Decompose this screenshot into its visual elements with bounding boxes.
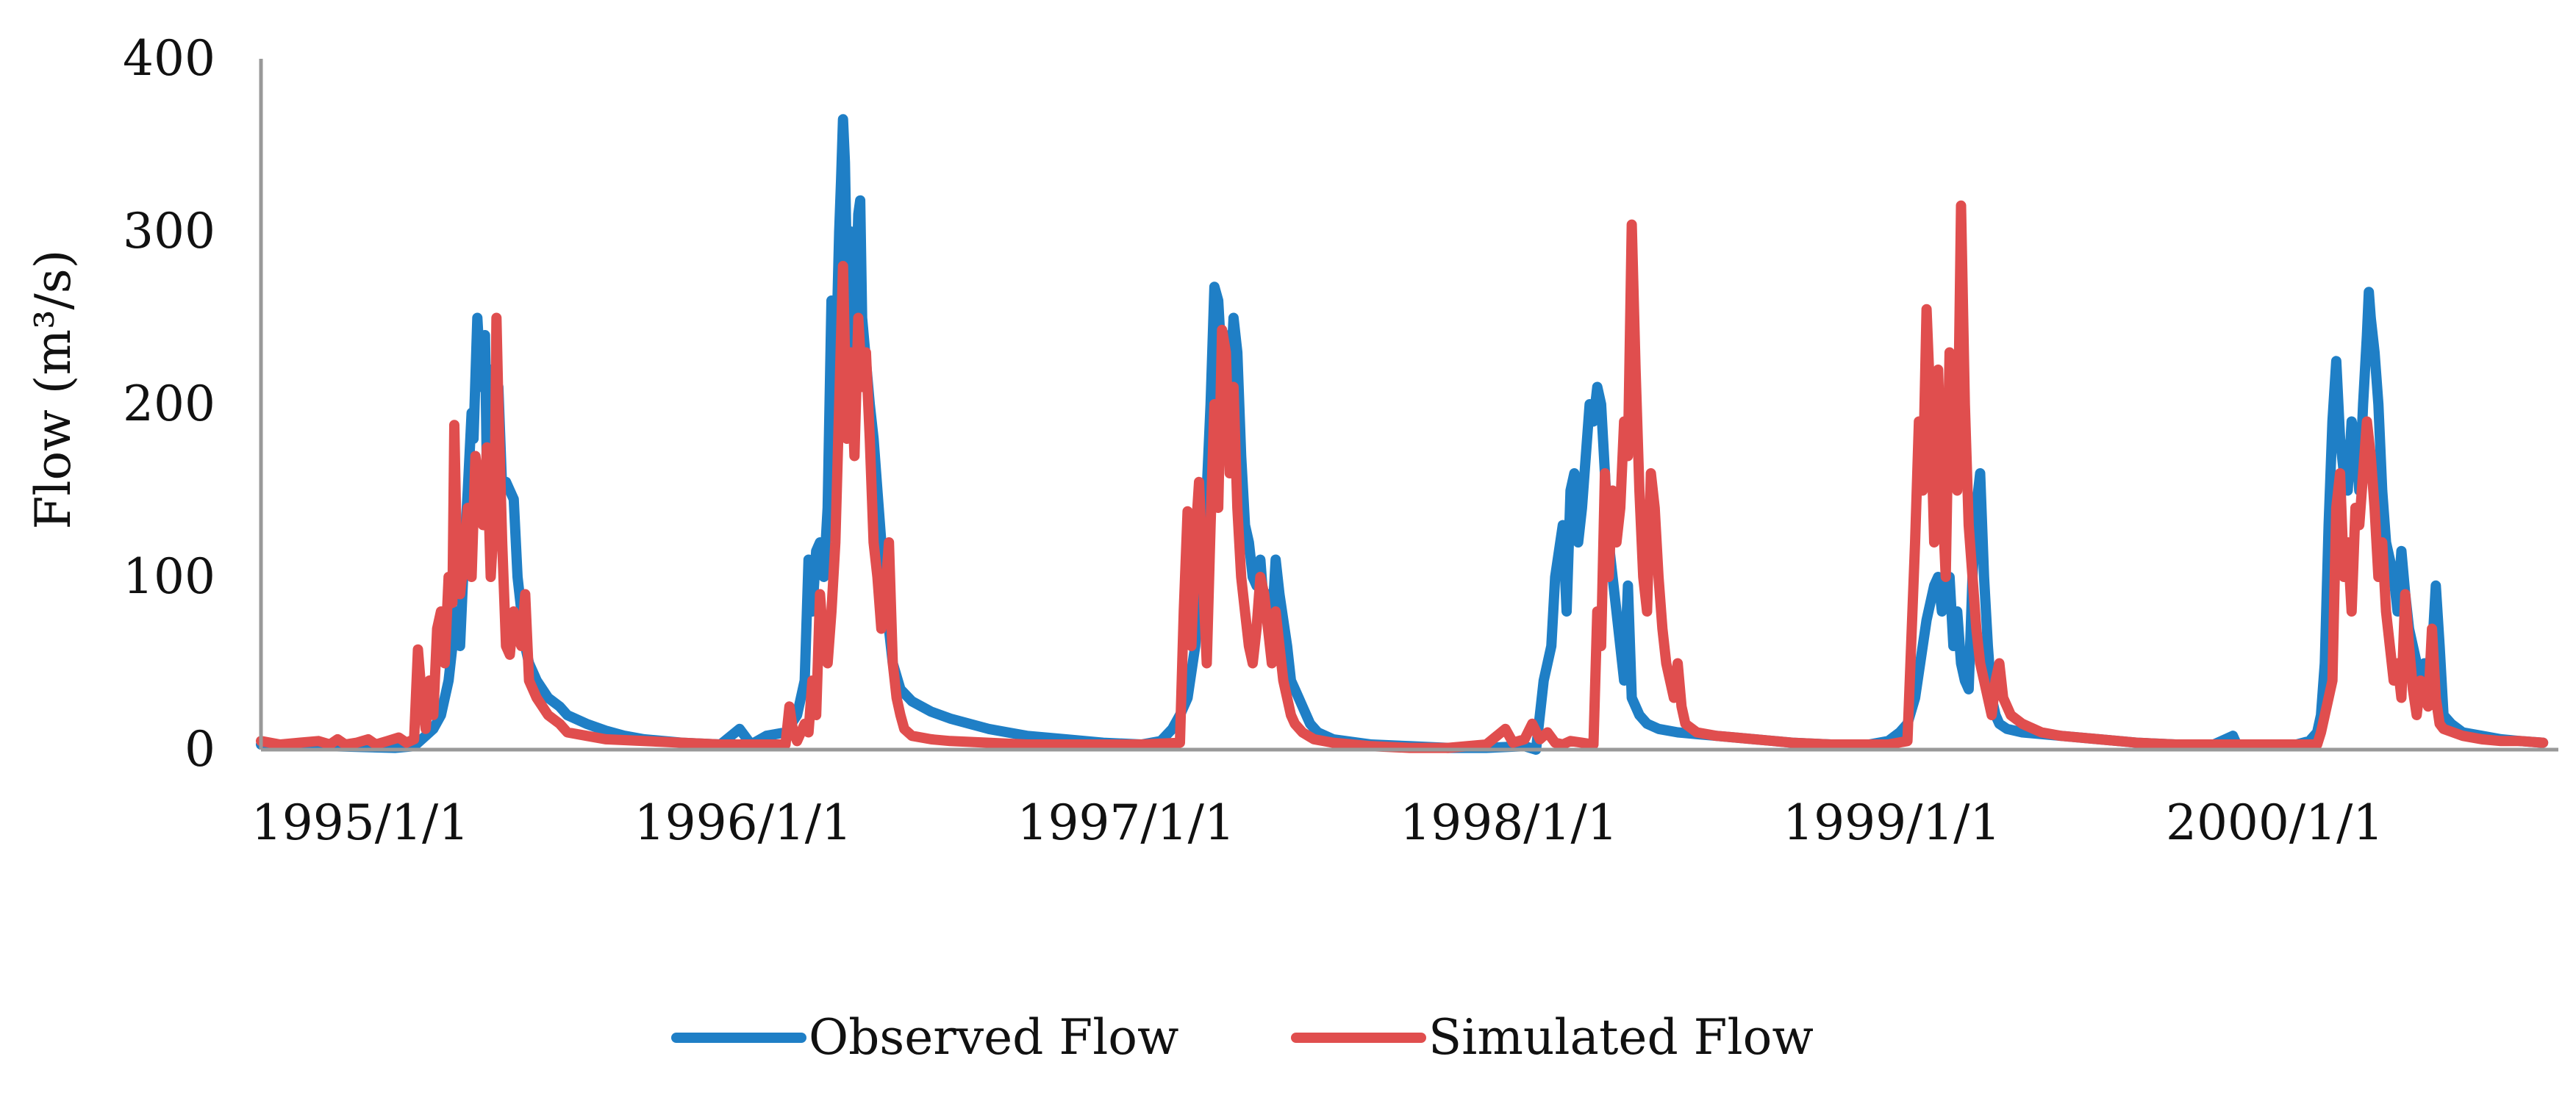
tick-layer: 0 100 200 300 400 1995/1/1 1996/1/1 1997/1/1 199…: [123, 30, 2383, 851]
series-line-simulated: [256, 200, 2549, 753]
y-tick-label: 400: [123, 30, 215, 87]
series-line-observed: [256, 114, 2549, 755]
x-tick-label: 1995/1/1: [251, 794, 469, 851]
axes-layer: [259, 59, 2558, 752]
x-tick-label: 1999/1/1: [1783, 794, 2000, 851]
x-tick-label: 1997/1/1: [1017, 794, 1234, 851]
x-tick-label: 1996/1/1: [634, 794, 852, 851]
x-tick-label: 2000/1/1: [2166, 794, 2383, 851]
series-layer: [256, 114, 2549, 755]
legend: Observed Flow Simulated Flow: [671, 1009, 1814, 1066]
y-tick-label: 0: [185, 721, 215, 778]
x-tick-label: 1998/1/1: [1400, 794, 1617, 851]
y-axis-title: Flow (m³/s): [25, 250, 82, 530]
y-tick-label: 200: [123, 376, 215, 432]
y-tick-label: 100: [123, 548, 215, 605]
y-tick-label: 300: [123, 203, 215, 259]
legend-label-observed: Observed Flow: [809, 1009, 1179, 1066]
legend-label-simulated: Simulated Flow: [1428, 1009, 1814, 1066]
